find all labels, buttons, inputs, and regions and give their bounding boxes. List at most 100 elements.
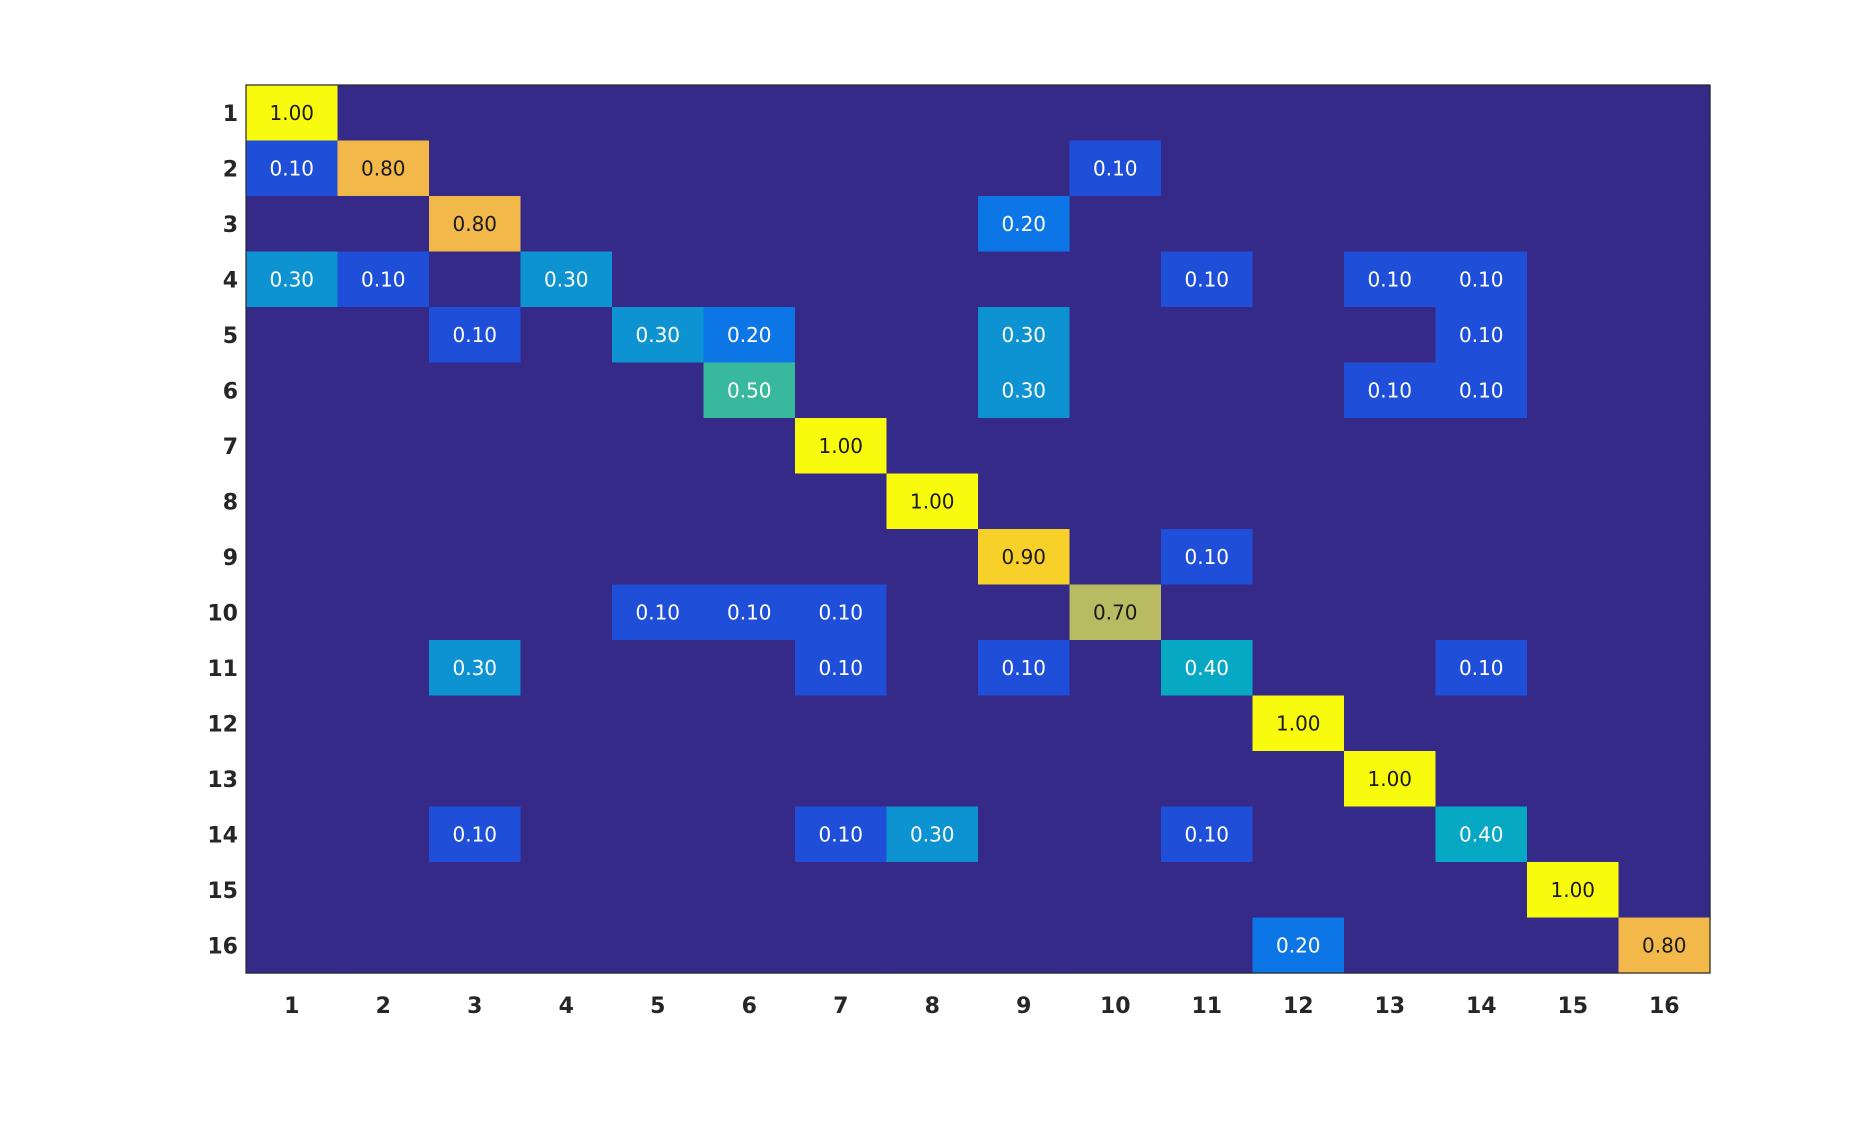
heatmap-cell-r10-c6 <box>703 584 796 641</box>
y-tick-label: 15 <box>207 879 238 904</box>
cell-value-label: 0.80 <box>1642 933 1687 957</box>
heatmap-cell-r5-c2 <box>337 307 430 364</box>
cell-labels-layer: 1.00 0.10 0.80 0.10 0.80 0.20 0.30 0.10 0.30 0.10… <box>269 101 1686 958</box>
heatmap-cell-r6-c2 <box>337 362 430 419</box>
heatmap-cell-r11-c11 <box>1161 640 1254 697</box>
heatmap-cell-r1-c2 <box>337 85 430 142</box>
heatmap-cell-r15-c3 <box>429 862 522 919</box>
heatmap-cell-r1-c8 <box>886 85 979 142</box>
heatmap-cell-r11-c9 <box>978 640 1071 697</box>
x-tick-label: 8 <box>925 994 940 1019</box>
cell-value-label: 1.00 <box>1550 878 1595 902</box>
heatmap-cell-r8-c4 <box>520 473 613 530</box>
cell-value-label: 0.10 <box>818 656 863 680</box>
heatmap-cell-r9-c1 <box>246 529 339 586</box>
heatmap-cell-r3-c15 <box>1527 196 1620 253</box>
heatmap-cell-r13-c13 <box>1344 751 1437 808</box>
heatmap-cell-r11-c15 <box>1527 640 1620 697</box>
cell-value-label: 0.30 <box>1001 378 1046 402</box>
heatmap-cell-r9-c10 <box>1069 529 1162 586</box>
heatmap-cell-r10-c7 <box>795 584 888 641</box>
heatmap-cell-r11-c10 <box>1069 640 1162 697</box>
cell-value-label: 0.10 <box>1459 656 1504 680</box>
heatmap-cell-r1-c12 <box>1252 85 1345 142</box>
y-tick-label: 8 <box>223 490 238 515</box>
heatmap-cell-r4-c9 <box>978 251 1071 308</box>
heatmap-cell-r8-c13 <box>1344 473 1437 530</box>
cell-value-label: 0.30 <box>910 822 955 846</box>
cell-value-label: 1.00 <box>1367 767 1412 791</box>
heatmap-cell-r16-c13 <box>1344 917 1437 974</box>
cell-value-label: 0.20 <box>727 323 772 347</box>
y-tick-label: 4 <box>223 268 238 293</box>
heatmap-cell-r13-c14 <box>1435 751 1528 808</box>
heatmap-cell-r4-c2 <box>337 251 430 308</box>
heatmap-cell-r15-c13 <box>1344 862 1437 919</box>
cell-value-label: 0.30 <box>635 323 680 347</box>
heatmap-cell-r12-c14 <box>1435 695 1528 752</box>
heatmap-cell-r4-c6 <box>703 251 796 308</box>
heatmap-cell-r5-c4 <box>520 307 613 364</box>
cell-value-label: 0.40 <box>1184 656 1229 680</box>
heatmap-cell-r3-c10 <box>1069 196 1162 253</box>
cells-layer <box>246 85 1711 974</box>
heatmap-cell-r3-c13 <box>1344 196 1437 253</box>
heatmap-cell-r14-c8 <box>886 806 979 863</box>
heatmap-cell-r16-c9 <box>978 917 1071 974</box>
heatmap-cell-r6-c11 <box>1161 362 1254 419</box>
heatmap-cell-r9-c9 <box>978 529 1071 586</box>
heatmap-cell-r13-c16 <box>1618 751 1711 808</box>
heatmap-cell-r3-c16 <box>1618 196 1711 253</box>
heatmap-cell-r7-c14 <box>1435 418 1528 475</box>
heatmap-cell-r14-c16 <box>1618 806 1711 863</box>
heatmap-cell-r14-c13 <box>1344 806 1437 863</box>
heatmap-cell-r10-c5 <box>612 584 705 641</box>
heatmap-cell-r9-c13 <box>1344 529 1437 586</box>
heatmap-cell-r13-c2 <box>337 751 430 808</box>
heatmap-cell-r1-c1 <box>246 85 339 142</box>
heatmap-cell-r13-c15 <box>1527 751 1620 808</box>
plot-frame <box>245 84 1711 974</box>
heatmap-cell-r14-c4 <box>520 806 613 863</box>
x-axis-ticks: 1 2 3 4 5 6 7 8 9 10 11 12 13 14 15 16 <box>284 994 1679 1019</box>
heatmap-cell-r9-c14 <box>1435 529 1528 586</box>
heatmap-cell-r9-c12 <box>1252 529 1345 586</box>
heatmap-cell-r6-c12 <box>1252 362 1345 419</box>
heatmap-cell-r2-c14 <box>1435 140 1528 197</box>
heatmap-cell-r3-c8 <box>886 196 979 253</box>
cell-value-label: 0.10 <box>818 822 863 846</box>
heatmap-cell-r8-c16 <box>1618 473 1711 530</box>
heatmap-cell-r7-c12 <box>1252 418 1345 475</box>
heatmap-cell-r11-c5 <box>612 640 705 697</box>
heatmap-cell-r10-c15 <box>1527 584 1620 641</box>
heatmap-cell-r3-c6 <box>703 196 796 253</box>
heatmap-cell-r11-c1 <box>246 640 339 697</box>
heatmap-cell-r4-c15 <box>1527 251 1620 308</box>
heatmap-cell-r16-c5 <box>612 917 705 974</box>
heatmap-cell-r8-c15 <box>1527 473 1620 530</box>
heatmap-cell-r13-c9 <box>978 751 1071 808</box>
heatmap-cell-r6-c7 <box>795 362 888 419</box>
cell-value-label: 0.30 <box>452 656 497 680</box>
cell-value-label: 0.10 <box>1367 267 1412 291</box>
heatmap-cell-r10-c12 <box>1252 584 1345 641</box>
heatmap-cell-r7-c3 <box>429 418 522 475</box>
x-tick-label: 12 <box>1283 994 1314 1019</box>
heatmap-cell-r14-c9 <box>978 806 1071 863</box>
heatmap-cell-r4-c3 <box>429 251 522 308</box>
heatmap-cell-r2-c10 <box>1069 140 1162 197</box>
y-tick-label: 11 <box>207 657 238 682</box>
heatmap-cell-r1-c16 <box>1618 85 1711 142</box>
heatmap-cell-r13-c8 <box>886 751 979 808</box>
heatmap-cell-r14-c1 <box>246 806 339 863</box>
heatmap-cell-r8-c11 <box>1161 473 1254 530</box>
heatmap-cell-r14-c3 <box>429 806 522 863</box>
heatmap-cell-r7-c4 <box>520 418 613 475</box>
heatmap-cell-r9-c6 <box>703 529 796 586</box>
heatmap-cell-r16-c1 <box>246 917 339 974</box>
heatmap-cell-r2-c2 <box>337 140 430 197</box>
heatmap-cell-r6-c8 <box>886 362 979 419</box>
heatmap-cell-r6-c4 <box>520 362 613 419</box>
heatmap-cell-r12-c5 <box>612 695 705 752</box>
heatmap-cell-r11-c14 <box>1435 640 1528 697</box>
